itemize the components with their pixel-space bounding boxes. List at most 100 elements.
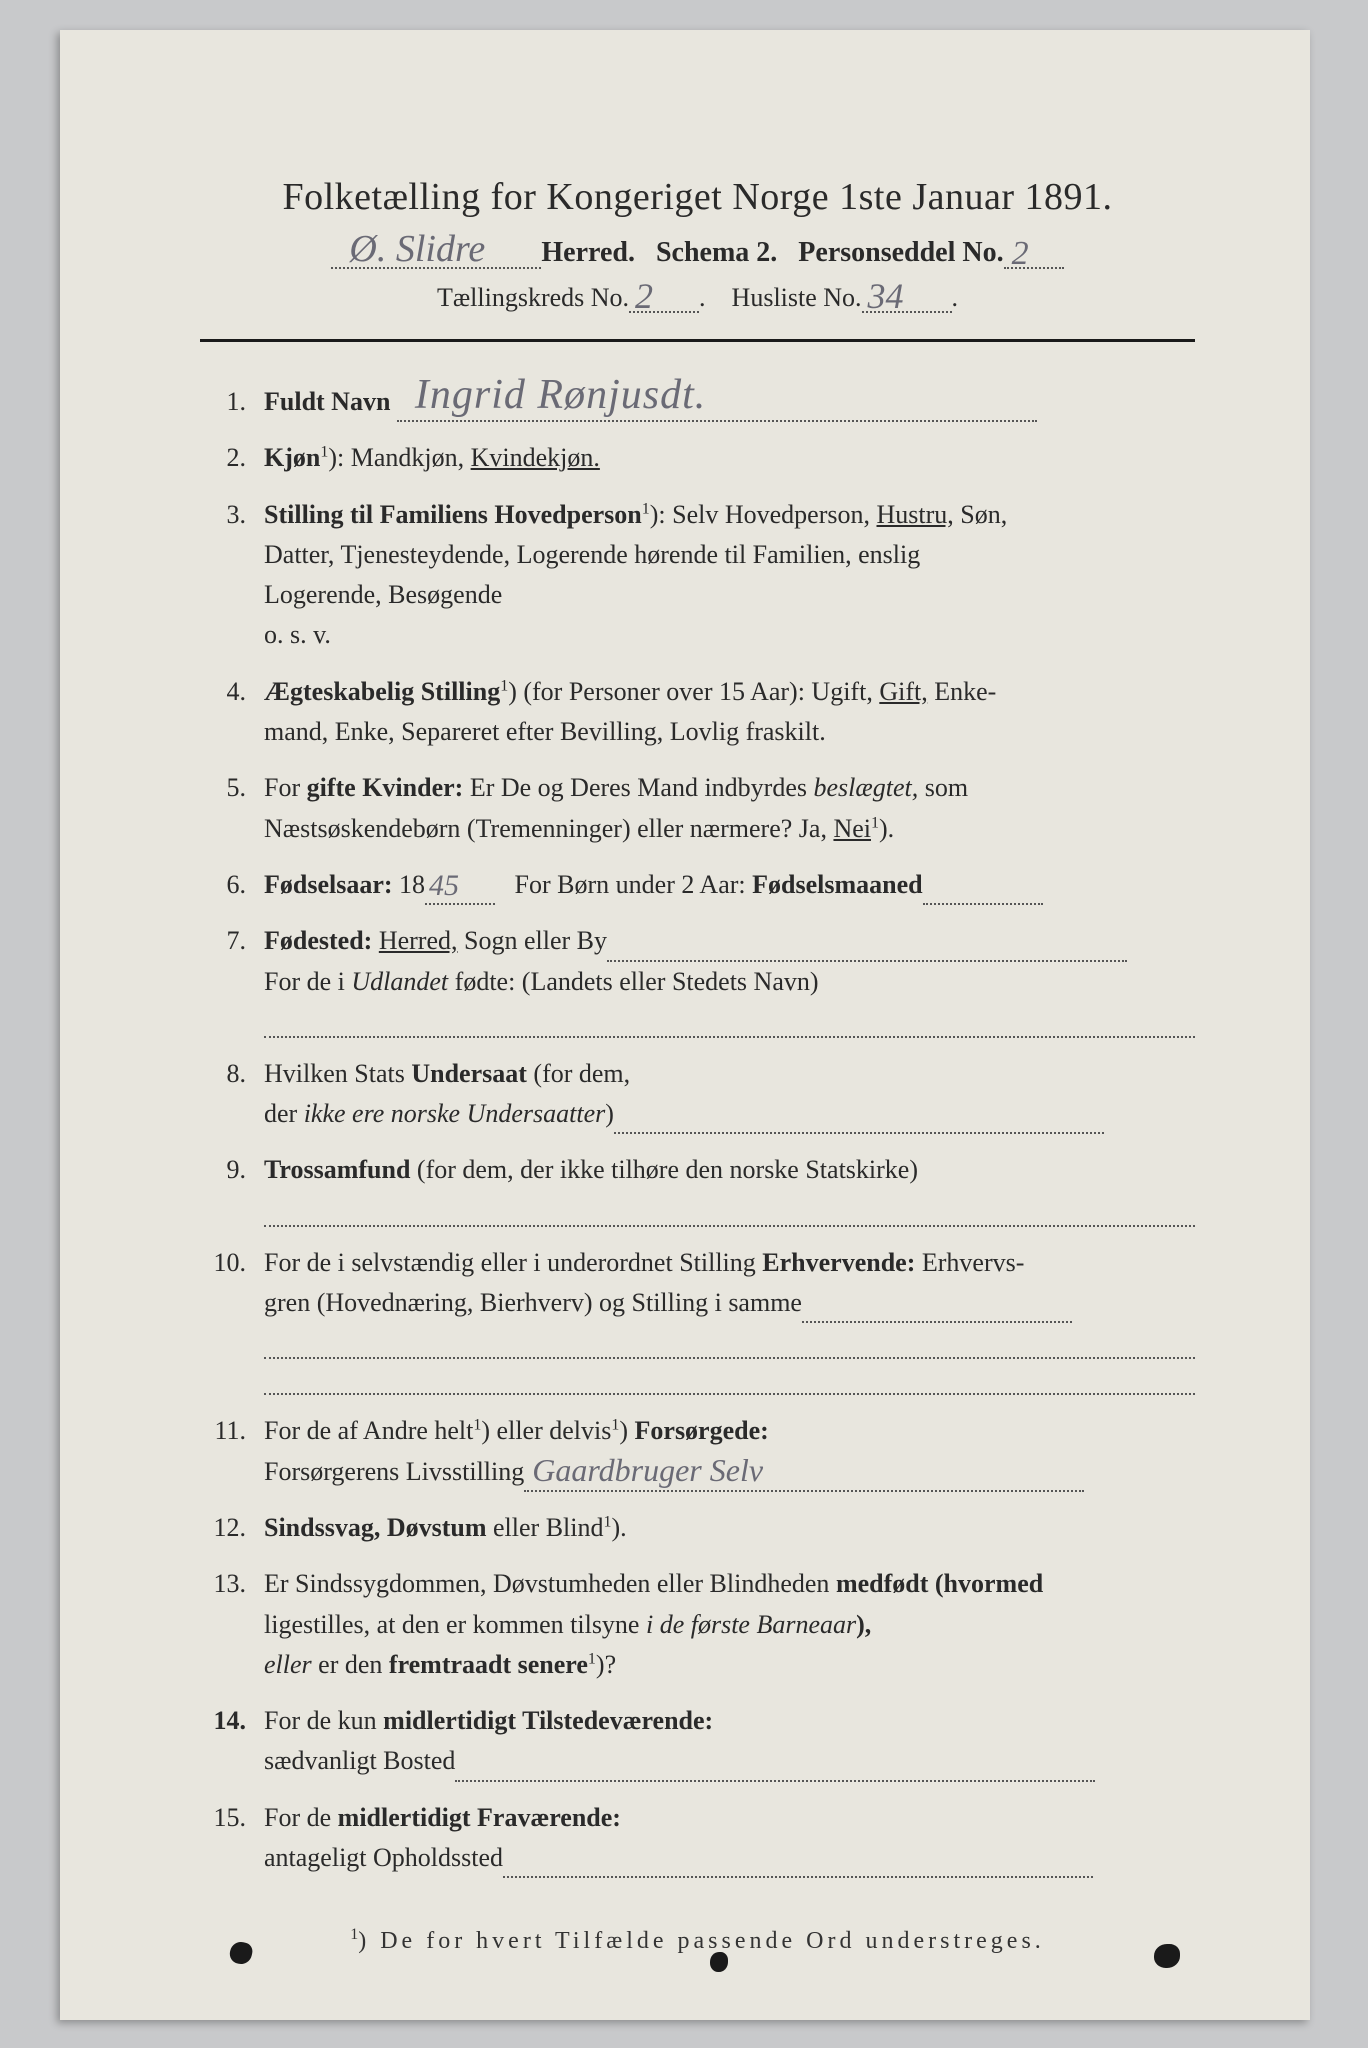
month-field	[923, 883, 1043, 905]
item-text: Sogn eller By	[458, 926, 608, 955]
item-text: antageligt Opholdssted	[264, 1843, 503, 1872]
item-text: Næstsøskendebørn (Tremenninger) eller næ…	[264, 814, 833, 843]
item-text: For de kun	[264, 1706, 383, 1735]
citizenship-field	[614, 1112, 1104, 1134]
dotted-line	[264, 1369, 1195, 1395]
item-number: 3.	[200, 495, 264, 656]
item-body: For gifte Kvinder: Er De og Deres Mand i…	[264, 768, 1195, 849]
item-text: )?	[596, 1650, 616, 1679]
item-text: mand, Enke, Separeret efter Bevilling, L…	[264, 717, 826, 746]
item-body: Kjøn1): Mandkjøn, Kvindekjøn.	[264, 438, 1195, 478]
item-number: 6.	[200, 865, 264, 905]
item-body: Sindssvag, Døvstum eller Blind1).	[264, 1508, 1195, 1548]
underlined-value: Nei	[833, 814, 871, 843]
item-label: Undersaat	[411, 1059, 527, 1088]
underlined-value: Herred,	[379, 926, 458, 955]
item-number: 12.	[200, 1508, 264, 1548]
dotted-line	[264, 1012, 1195, 1038]
item-2: 2. Kjøn1): Mandkjøn, Kvindekjøn.	[200, 438, 1195, 478]
item-15: 15. For de midlertidigt Fraværende: anta…	[200, 1798, 1195, 1879]
item-text: Er Sindssygdommen, Døvstumheden eller Bl…	[264, 1569, 836, 1598]
item-body: For de midlertidigt Fraværende: antageli…	[264, 1798, 1195, 1879]
item-body: For de kun midlertidigt Tilstedeværende:…	[264, 1701, 1195, 1782]
item-label: gifte Kvinder:	[307, 773, 464, 802]
form-items: 1. Fuldt Navn Ingrid Rønjusdt. 2. Kjøn1)…	[200, 382, 1195, 1878]
item-text: er den	[312, 1650, 389, 1679]
item-body: Trossamfund (for dem, der ikke tilhøre d…	[264, 1150, 1195, 1226]
item-text: For de i	[264, 967, 351, 996]
footnote-ref: 1	[500, 677, 508, 694]
birthplace-field	[607, 940, 1127, 962]
item-text: o. s. v.	[264, 620, 331, 649]
item-text: (for dem,	[527, 1059, 630, 1088]
item-number: 15.	[200, 1798, 264, 1879]
ink-blot-icon	[710, 1952, 728, 1972]
footnote-ref: 1	[588, 1650, 596, 1667]
taellingskreds-field: 2	[629, 285, 699, 313]
item-number: 4.	[200, 672, 264, 753]
item-label: Fuldt Navn	[264, 387, 390, 416]
item-5: 5. For gifte Kvinder: Er De og Deres Man…	[200, 768, 1195, 849]
item-text: eller Blind	[487, 1513, 604, 1542]
item-label: Kjøn	[264, 443, 320, 472]
item-label: Stilling til Familiens Hovedperson	[264, 500, 642, 529]
item-7: 7. Fødested: Herred, Sogn eller By For d…	[200, 921, 1195, 1038]
item-text: Datter, Tjenesteydende, Logerende hørend…	[264, 540, 920, 569]
personseddel-label: Personseddel No.	[798, 237, 1003, 268]
underlined-value: Kvindekjøn.	[471, 443, 600, 472]
item-text: der	[264, 1099, 304, 1128]
item-label: Fødested:	[264, 926, 372, 955]
italic-text: beslægtet,	[814, 773, 919, 802]
personseddel-field: 2	[1004, 241, 1064, 269]
item-body: For de af Andre helt1) eller delvis1) Fo…	[264, 1411, 1195, 1492]
item-body: Fødselsaar: 1845 For Børn under 2 Aar: F…	[264, 865, 1195, 905]
item-body: For de i selvstændig eller i underordnet…	[264, 1243, 1195, 1396]
underlined-value: Hustru,	[877, 500, 954, 529]
herred-field: Ø. Slidre	[331, 241, 541, 269]
item-text: For Børn under 2 Aar:	[515, 870, 753, 899]
item-text: ): Selv Hovedperson,	[650, 500, 877, 529]
herred-label: Herred.	[541, 237, 635, 268]
header-line-2: Ø. SlidreHerred. Schema 2. Personseddel …	[200, 237, 1195, 269]
item-text: 18	[393, 870, 426, 899]
residence-field	[455, 1760, 1095, 1782]
item-text: som	[918, 773, 968, 802]
item-6: 6. Fødselsaar: 1845 For Børn under 2 Aar…	[200, 865, 1195, 905]
item-text: Er De og Deres Mand indbyrdes	[463, 773, 813, 802]
italic-text: eller	[264, 1650, 312, 1679]
year-handwriting: 45	[429, 863, 459, 910]
bold-text: fremtraadt senere	[389, 1650, 588, 1679]
item-body: Fødested: Herred, Sogn eller By For de i…	[264, 921, 1195, 1038]
occupation-field	[802, 1301, 1072, 1323]
item-text: For de	[264, 1803, 338, 1832]
dotted-line	[264, 1201, 1195, 1227]
item-text: )	[605, 1099, 614, 1128]
italic-text: ikke ere norske Undersaatter	[304, 1099, 606, 1128]
item-body: Hvilken Stats Undersaat (for dem, der ik…	[264, 1054, 1195, 1135]
item-body: Stilling til Familiens Hovedperson1): Se…	[264, 495, 1195, 656]
form-header: Folketælling for Kongeriget Norge 1ste J…	[200, 175, 1195, 313]
item-9: 9. Trossamfund (for dem, der ikke tilhør…	[200, 1150, 1195, 1226]
item-text: For de i selvstændig eller i underordnet…	[264, 1248, 762, 1277]
item-text: Forsørgerens Livsstilling	[264, 1457, 524, 1486]
item-text: ).	[612, 1513, 627, 1542]
husliste-field: 34	[862, 285, 952, 313]
taellingskreds-label: Tællingskreds No.	[437, 283, 629, 312]
item-number: 11.	[200, 1411, 264, 1492]
husliste-handwriting: 34	[868, 275, 904, 317]
item-label: Forsørgede:	[635, 1416, 769, 1445]
footnote-ref: 1	[604, 1513, 612, 1530]
item-body: Er Sindssygdommen, Døvstumheden eller Bl…	[264, 1564, 1195, 1685]
item-14: 14. For de kun midlertidigt Tilstedevære…	[200, 1701, 1195, 1782]
provider-handwriting: Gaardbruger Selv	[532, 1446, 763, 1496]
item-10: 10. For de i selvstændig eller i underor…	[200, 1243, 1195, 1396]
bold-text: ),	[856, 1610, 871, 1639]
item-number: 14.	[200, 1701, 264, 1782]
taellingskreds-handwriting: 2	[635, 275, 653, 317]
item-text: fødte: (Landets eller Stedets Navn)	[448, 967, 818, 996]
footnote-text: ) De for hvert Tilfælde passende Ord und…	[358, 1928, 1045, 1954]
item-text: ) eller delvis	[481, 1416, 611, 1445]
herred-handwriting: Ø. Slidre	[349, 227, 485, 271]
ink-blot-icon	[1154, 1944, 1180, 1968]
husliste-label: Husliste No.	[732, 283, 862, 312]
